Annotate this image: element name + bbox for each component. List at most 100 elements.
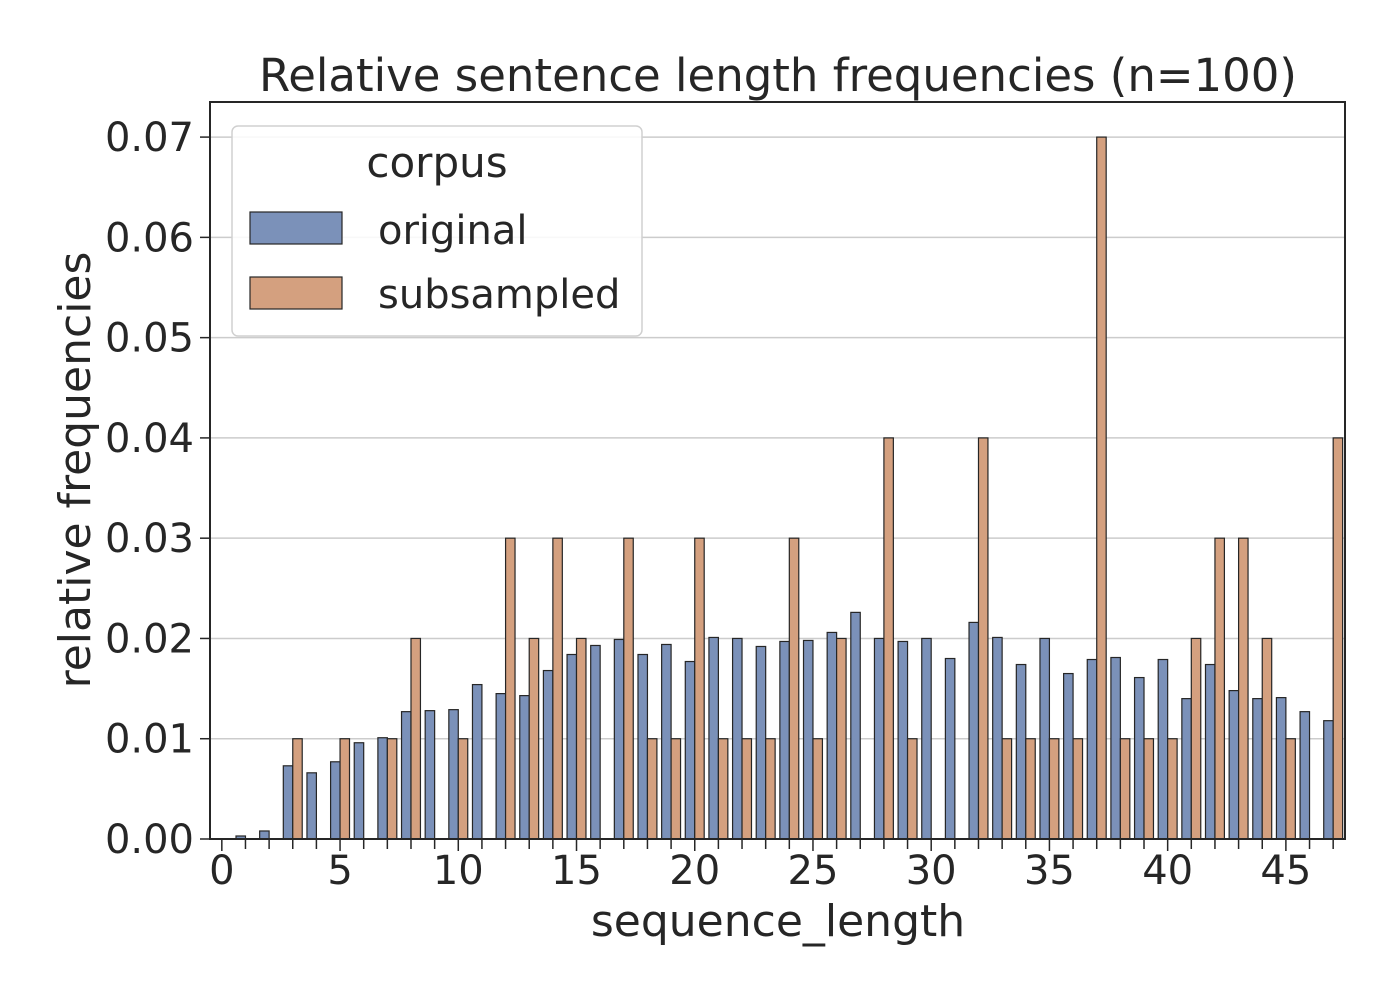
bar-original-32 bbox=[968, 621, 980, 840]
bar-subsampled-19 bbox=[670, 738, 682, 840]
x-tick-label-5: 5 bbox=[327, 848, 352, 894]
bar-original-9 bbox=[424, 710, 436, 840]
bar-original-17 bbox=[613, 638, 625, 840]
bar-subsampled-26 bbox=[836, 637, 847, 840]
bar-original-36 bbox=[1063, 672, 1074, 840]
bar-subsampled-23 bbox=[765, 738, 776, 840]
x-axis-label: sequence_length bbox=[591, 896, 965, 947]
legend-swatch-subsampled bbox=[249, 276, 343, 310]
y-tick-label-6: 0.06 bbox=[105, 215, 194, 261]
bar-original-8 bbox=[400, 711, 412, 840]
y-axis-ticks: 0.00 0.01 0.02 0.03 0.04 0.05 0.06 0.07 bbox=[105, 115, 210, 863]
y-tick-label-3: 0.03 bbox=[105, 516, 194, 562]
bar-subsampled-37 bbox=[1096, 136, 1107, 840]
bar-original-47 bbox=[1323, 720, 1334, 840]
bar-subsampled-44 bbox=[1261, 637, 1273, 840]
bar-original-21 bbox=[708, 636, 719, 840]
bar-subsampled-34 bbox=[1025, 738, 1036, 840]
y-tick-label-7: 0.07 bbox=[105, 115, 194, 161]
x-tick-label-15: 15 bbox=[551, 848, 602, 894]
bar-original-38 bbox=[1110, 656, 1121, 840]
bar-original-18 bbox=[637, 653, 649, 840]
bar-original-13 bbox=[519, 695, 530, 840]
bar-subsampled-29 bbox=[906, 738, 918, 840]
bar-original-25 bbox=[802, 639, 814, 840]
bar-subsampled-38 bbox=[1119, 738, 1131, 840]
bar-original-43 bbox=[1228, 689, 1240, 840]
bar-original-35 bbox=[1039, 637, 1051, 840]
y-tick-label-1: 0.01 bbox=[105, 717, 194, 763]
x-tick-label-0: 0 bbox=[209, 848, 234, 894]
bar-subsampled-17 bbox=[623, 537, 634, 840]
bar-original-7 bbox=[377, 737, 388, 840]
bar-original-15 bbox=[566, 653, 578, 840]
x-axis-ticks: 0 5 10 15 20 25 30 35 40 45 bbox=[209, 839, 1334, 894]
bar-subsampled-36 bbox=[1072, 738, 1084, 840]
bar-subsampled-35 bbox=[1048, 738, 1060, 840]
bar-original-24 bbox=[779, 640, 790, 840]
legend-swatch-original bbox=[249, 211, 343, 245]
bar-subsampled-13 bbox=[528, 637, 540, 840]
bar-subsampled-32 bbox=[977, 437, 989, 840]
bar-original-10 bbox=[448, 709, 459, 840]
bar-original-46 bbox=[1299, 711, 1311, 840]
bar-original-28 bbox=[873, 637, 885, 840]
bar-original-22 bbox=[731, 637, 743, 840]
bar-original-34 bbox=[1015, 663, 1027, 840]
bar-subsampled-25 bbox=[812, 738, 824, 840]
bar-subsampled-5 bbox=[339, 738, 351, 840]
bar-original-26 bbox=[826, 631, 838, 840]
bar-subsampled-43 bbox=[1237, 537, 1249, 840]
y-tick-label-2: 0.02 bbox=[105, 616, 194, 662]
bar-subsampled-14 bbox=[552, 537, 563, 840]
bar-subsampled-47 bbox=[1332, 437, 1344, 840]
bar-subsampled-42 bbox=[1214, 537, 1226, 840]
bar-original-33 bbox=[992, 636, 1003, 840]
y-tick-label-0: 0.00 bbox=[105, 817, 194, 863]
bar-original-45 bbox=[1275, 697, 1287, 840]
chart-title: Relative sentence length frequencies (n=… bbox=[259, 49, 1297, 102]
legend-label-subsampled: subsampled bbox=[378, 272, 620, 318]
legend-label-original: original bbox=[378, 208, 528, 254]
bar-subsampled-39 bbox=[1143, 738, 1155, 840]
bar-subsampled-33 bbox=[1001, 738, 1013, 840]
bar-subsampled-22 bbox=[741, 738, 753, 840]
bar-original-30 bbox=[921, 637, 932, 840]
bar-subsampled-28 bbox=[883, 437, 894, 840]
bar-original-37 bbox=[1086, 658, 1098, 840]
bar-original-41 bbox=[1181, 698, 1192, 840]
bar-original-27 bbox=[850, 611, 861, 840]
x-tick-label-40: 40 bbox=[1142, 848, 1193, 894]
bar-subsampled-20 bbox=[694, 537, 705, 840]
bar-original-2 bbox=[259, 830, 270, 840]
bar-original-44 bbox=[1252, 698, 1263, 840]
bar-subsampled-40 bbox=[1167, 738, 1178, 840]
x-tick-label-10: 10 bbox=[433, 848, 484, 894]
x-tick-label-45: 45 bbox=[1260, 848, 1311, 894]
x-tick-label-35: 35 bbox=[1024, 848, 1075, 894]
x-tick-label-20: 20 bbox=[669, 848, 720, 894]
bar-subsampled-21 bbox=[717, 738, 729, 840]
bar-original-14 bbox=[542, 669, 554, 840]
bar-subsampled-10 bbox=[457, 738, 469, 840]
bar-original-23 bbox=[755, 645, 767, 840]
bar-subsampled-7 bbox=[386, 738, 398, 840]
bar-original-5 bbox=[329, 761, 341, 840]
x-tick-label-30: 30 bbox=[906, 848, 957, 894]
bar-original-42 bbox=[1204, 663, 1216, 840]
legend: corpus original subsampled bbox=[231, 125, 643, 337]
bar-original-16 bbox=[590, 644, 601, 840]
bar-original-6 bbox=[353, 742, 365, 840]
bar-subsampled-41 bbox=[1190, 637, 1202, 840]
legend-title: corpus bbox=[366, 138, 507, 187]
bar-subsampled-45 bbox=[1285, 738, 1296, 840]
x-tick-label-25: 25 bbox=[788, 848, 839, 894]
bar-subsampled-15 bbox=[575, 637, 587, 840]
y-axis-label: relative frequencies bbox=[50, 252, 101, 689]
bar-subsampled-18 bbox=[646, 738, 658, 840]
plot-frame bbox=[209, 101, 1346, 840]
bar-subsampled-8 bbox=[410, 637, 422, 840]
y-tick-label-4: 0.04 bbox=[105, 416, 194, 462]
bar-subsampled-12 bbox=[504, 537, 516, 840]
bar-original-40 bbox=[1157, 658, 1169, 840]
